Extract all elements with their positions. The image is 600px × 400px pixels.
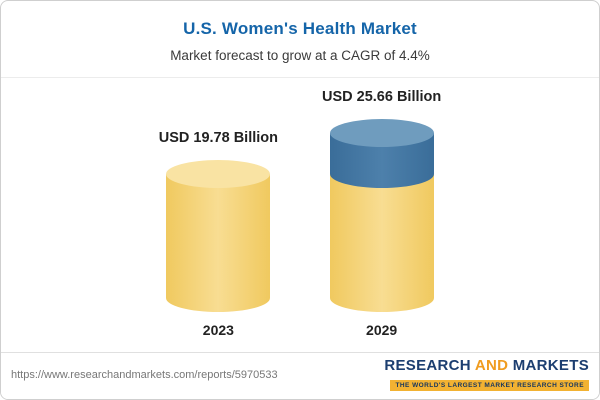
bar-group-2023: USD 19.78 Billion 2023 [159,130,278,338]
year-label-2023: 2023 [202,322,234,338]
bar-chart: USD 19.78 Billion 2023 USD 25.66 Billion… [1,78,599,338]
report-url: https://www.researchandmarkets.com/repor… [11,368,278,381]
logo-tagline: THE WORLD'S LARGEST MARKET RESEARCH STOR… [390,380,589,391]
cylinder-2023-top-cap [166,160,271,188]
logo-word-markets: MARKETS [512,356,589,374]
chart-subtitle: Market forecast to grow at a CAGR of 4.4… [170,48,430,63]
cylinder-2029-top-cap [329,119,434,147]
chart-header: U.S. Women's Health Market Market foreca… [1,1,599,78]
footer: https://www.researchandmarkets.com/repor… [1,351,599,399]
logo-word-research: RESEARCH [384,356,471,374]
research-and-markets-logo: RESEARCH AND MARKETS THE WORLD'S LARGEST… [384,356,589,393]
chart-title: U.S. Women's Health Market [183,19,417,38]
value-label-2023: USD 19.78 Billion [158,130,278,146]
cylinder-2023-body [166,174,271,312]
cylinder-2029 [329,119,434,312]
year-label-2029: 2029 [366,322,398,338]
logo-wordmark: RESEARCH AND MARKETS [384,356,589,375]
bar-group-2029: USD 25.66 Billion 2029 [322,89,441,338]
cylinder-2029-base-segment [329,174,434,312]
cylinder-2023 [166,160,271,312]
value-label-2029: USD 25.66 Billion [322,89,442,105]
logo-word-and: AND [474,356,509,374]
